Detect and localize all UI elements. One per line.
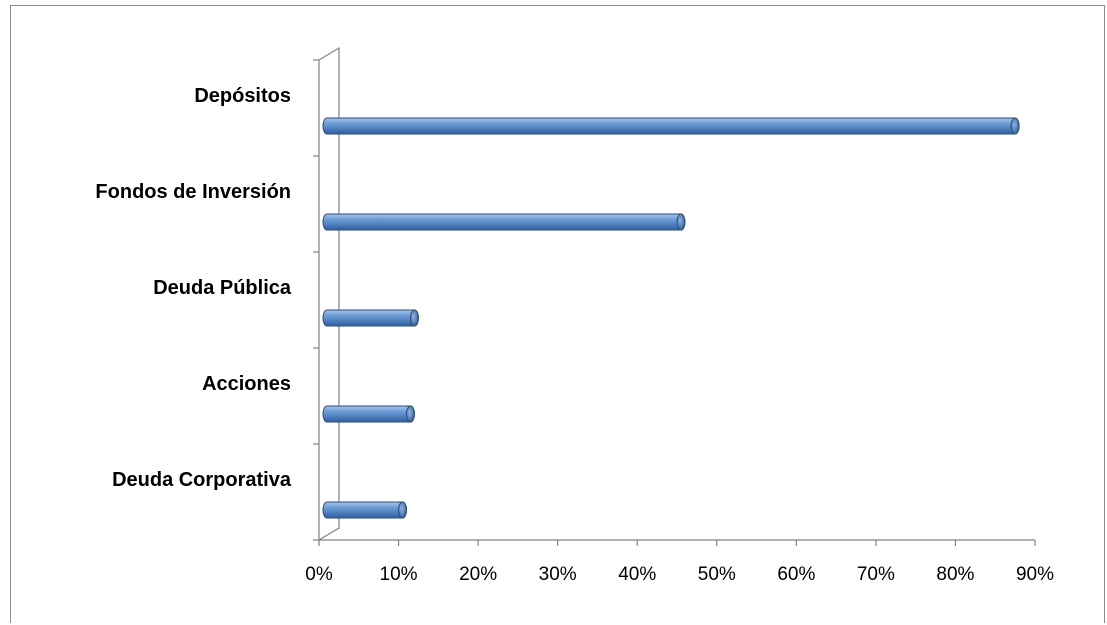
x-tick-label: 80% bbox=[936, 564, 974, 585]
category-label: Fondos de Inversión bbox=[95, 181, 291, 203]
x-tick-label: 50% bbox=[698, 564, 736, 585]
x-tick-label: 70% bbox=[857, 564, 895, 585]
bars bbox=[322, 117, 1020, 519]
x-tick-label: 60% bbox=[777, 564, 815, 585]
bar-body bbox=[322, 501, 407, 519]
bar-body bbox=[322, 309, 419, 327]
category-labels: Depósitos Fondos de Inversión Deuda Públic… bbox=[95, 85, 291, 491]
bar-cap bbox=[1010, 117, 1020, 135]
category-label: Deuda Corporativa bbox=[112, 469, 292, 491]
bar-cap bbox=[405, 405, 415, 423]
bar bbox=[322, 501, 408, 519]
bar-cap bbox=[676, 213, 686, 231]
bar bbox=[322, 117, 1020, 135]
bar-cap bbox=[398, 501, 408, 519]
bar-body bbox=[322, 117, 1020, 135]
x-tick-labels: 0% 10% 20% 30% 40% 50% 60% 70% 80% 90% bbox=[305, 564, 1054, 585]
bar bbox=[322, 309, 419, 327]
x-tick-label: 20% bbox=[459, 564, 497, 585]
chart-frame bbox=[10, 5, 1105, 623]
bar-body bbox=[322, 405, 415, 423]
category-label: Acciones bbox=[202, 373, 291, 395]
category-label: Depósitos bbox=[194, 85, 291, 107]
bar bbox=[322, 405, 415, 423]
x-tick-label: 30% bbox=[539, 564, 577, 585]
x-tick-label: 0% bbox=[305, 564, 333, 585]
bar-cap bbox=[409, 309, 419, 327]
x-tick-label: 10% bbox=[380, 564, 418, 585]
bar-body bbox=[322, 213, 686, 231]
x-tick-label: 40% bbox=[618, 564, 656, 585]
category-label: Deuda Pública bbox=[153, 277, 292, 299]
x-tick-label: 90% bbox=[1016, 564, 1054, 585]
depth-wall bbox=[318, 46, 340, 541]
axes bbox=[313, 46, 1036, 546]
bar bbox=[322, 213, 686, 231]
